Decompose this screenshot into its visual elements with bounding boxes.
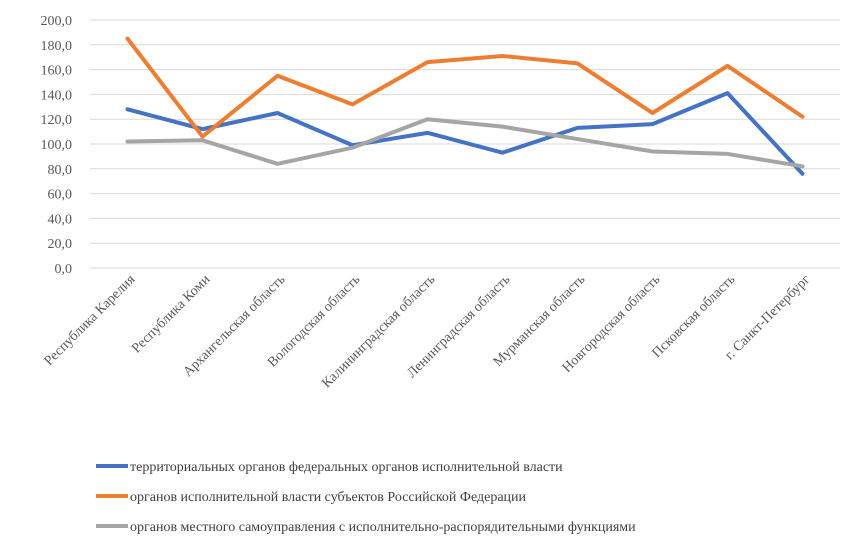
series-lines (125, 36, 805, 176)
y-tick-label: 100,0 (41, 138, 73, 153)
y-tick-label: 0,0 (55, 262, 73, 277)
x-tick-label: г. Санкт-Петербург (722, 272, 813, 363)
y-axis-tick-labels: 0,0 20,0 40,0 60,0 80,0 100,0 120,0 140,0 160,0 1… (41, 14, 73, 277)
legend-label: территориальных органов федеральных орга… (130, 460, 563, 475)
legend-label: органов местного самоуправления с исполн… (130, 520, 636, 535)
y-tick-label: 80,0 (48, 163, 73, 178)
legend: территориальных органов федеральных орга… (96, 460, 636, 535)
y-tick-label: 160,0 (41, 64, 73, 79)
legend-label: органов исполнительной власти субъектов … (130, 490, 527, 505)
y-tick-label: 20,0 (48, 237, 73, 252)
y-tick-label: 140,0 (41, 88, 73, 103)
y-tick-label: 40,0 (48, 212, 73, 227)
y-tick-label: 180,0 (41, 39, 73, 54)
x-tick-label: Республика Карелия (42, 272, 139, 369)
x-tick-label: Псковская область (650, 272, 739, 361)
y-tick-label: 200,0 (41, 14, 73, 29)
series-line-2 (125, 36, 805, 139)
y-tick-label: 60,0 (48, 188, 73, 203)
x-tick-label: Республика Коми (129, 272, 213, 356)
series-line-3 (125, 117, 805, 169)
y-tick-label: 120,0 (41, 113, 73, 128)
series-line-1 (125, 91, 805, 176)
